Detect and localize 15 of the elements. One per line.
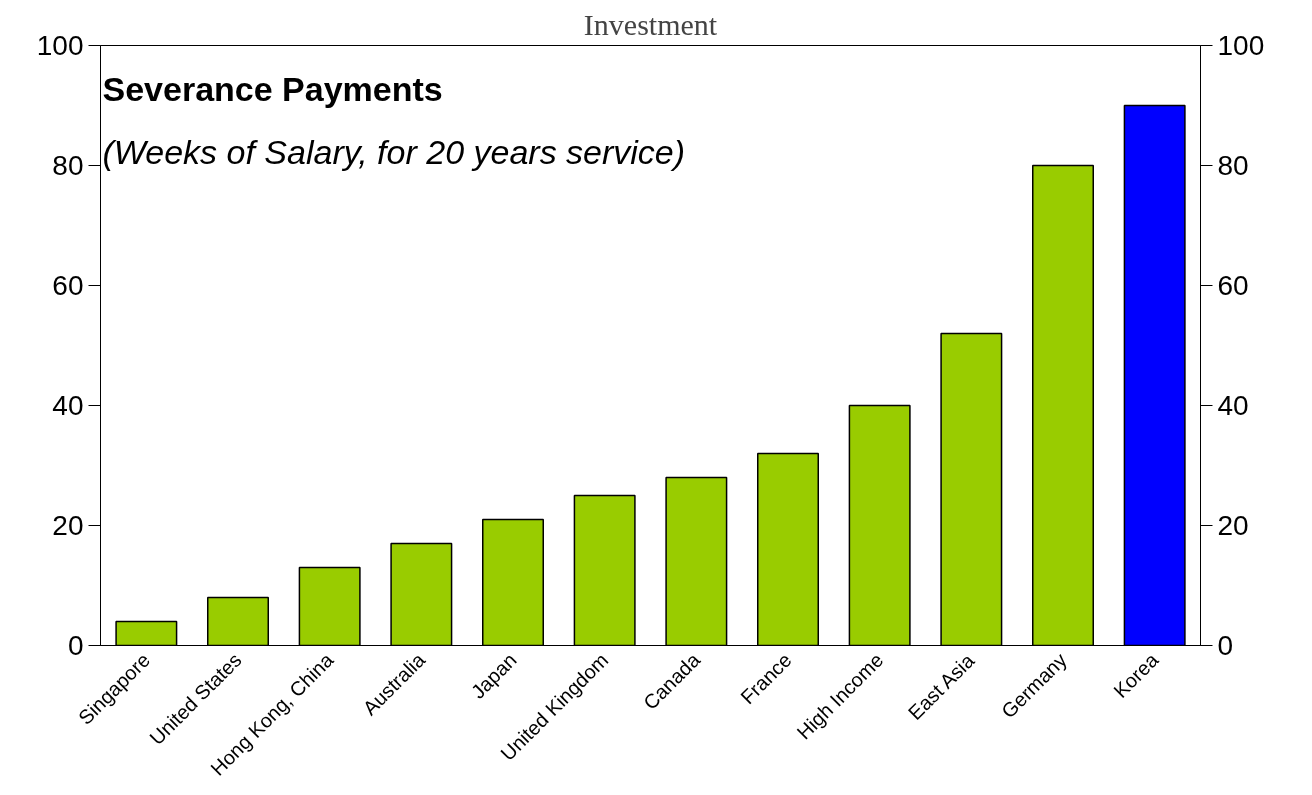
- y-tick-label: 40: [52, 390, 84, 421]
- text: (Weeks of Salary, for 20 years service): [102, 132, 686, 171]
- y2-tick-label: 60: [1217, 270, 1249, 301]
- y2-tick-label: 80: [1217, 150, 1249, 181]
- y2-tick-label: 20: [1217, 510, 1249, 541]
- y-tick-label: 20: [52, 510, 84, 541]
- text: Severance Payments: [102, 69, 443, 108]
- y-tick-label: 80: [52, 150, 84, 181]
- text: Investment: [583, 7, 718, 41]
- y2-tick-label: 100: [1217, 30, 1265, 61]
- y2-tick-label: 40: [1217, 390, 1249, 421]
- y2-tick-label: 0: [1217, 630, 1234, 661]
- y-tick-label: 100: [36, 30, 84, 61]
- y-tick-label: 60: [52, 270, 84, 301]
- y-tick-label: 0: [67, 630, 84, 661]
